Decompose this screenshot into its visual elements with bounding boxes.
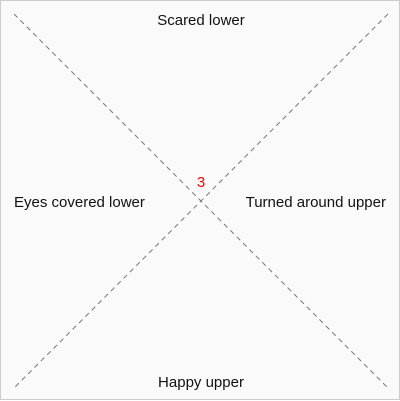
diagonal-line-top-right-to-bottom-left bbox=[13, 13, 389, 389]
center-count: 3 bbox=[196, 174, 206, 191]
label-left: Eyes covered lower bbox=[14, 194, 145, 211]
label-top: Scared lower bbox=[157, 12, 245, 29]
label-right: Turned around upper bbox=[245, 194, 386, 211]
label-bottom: Happy upper bbox=[158, 374, 244, 391]
